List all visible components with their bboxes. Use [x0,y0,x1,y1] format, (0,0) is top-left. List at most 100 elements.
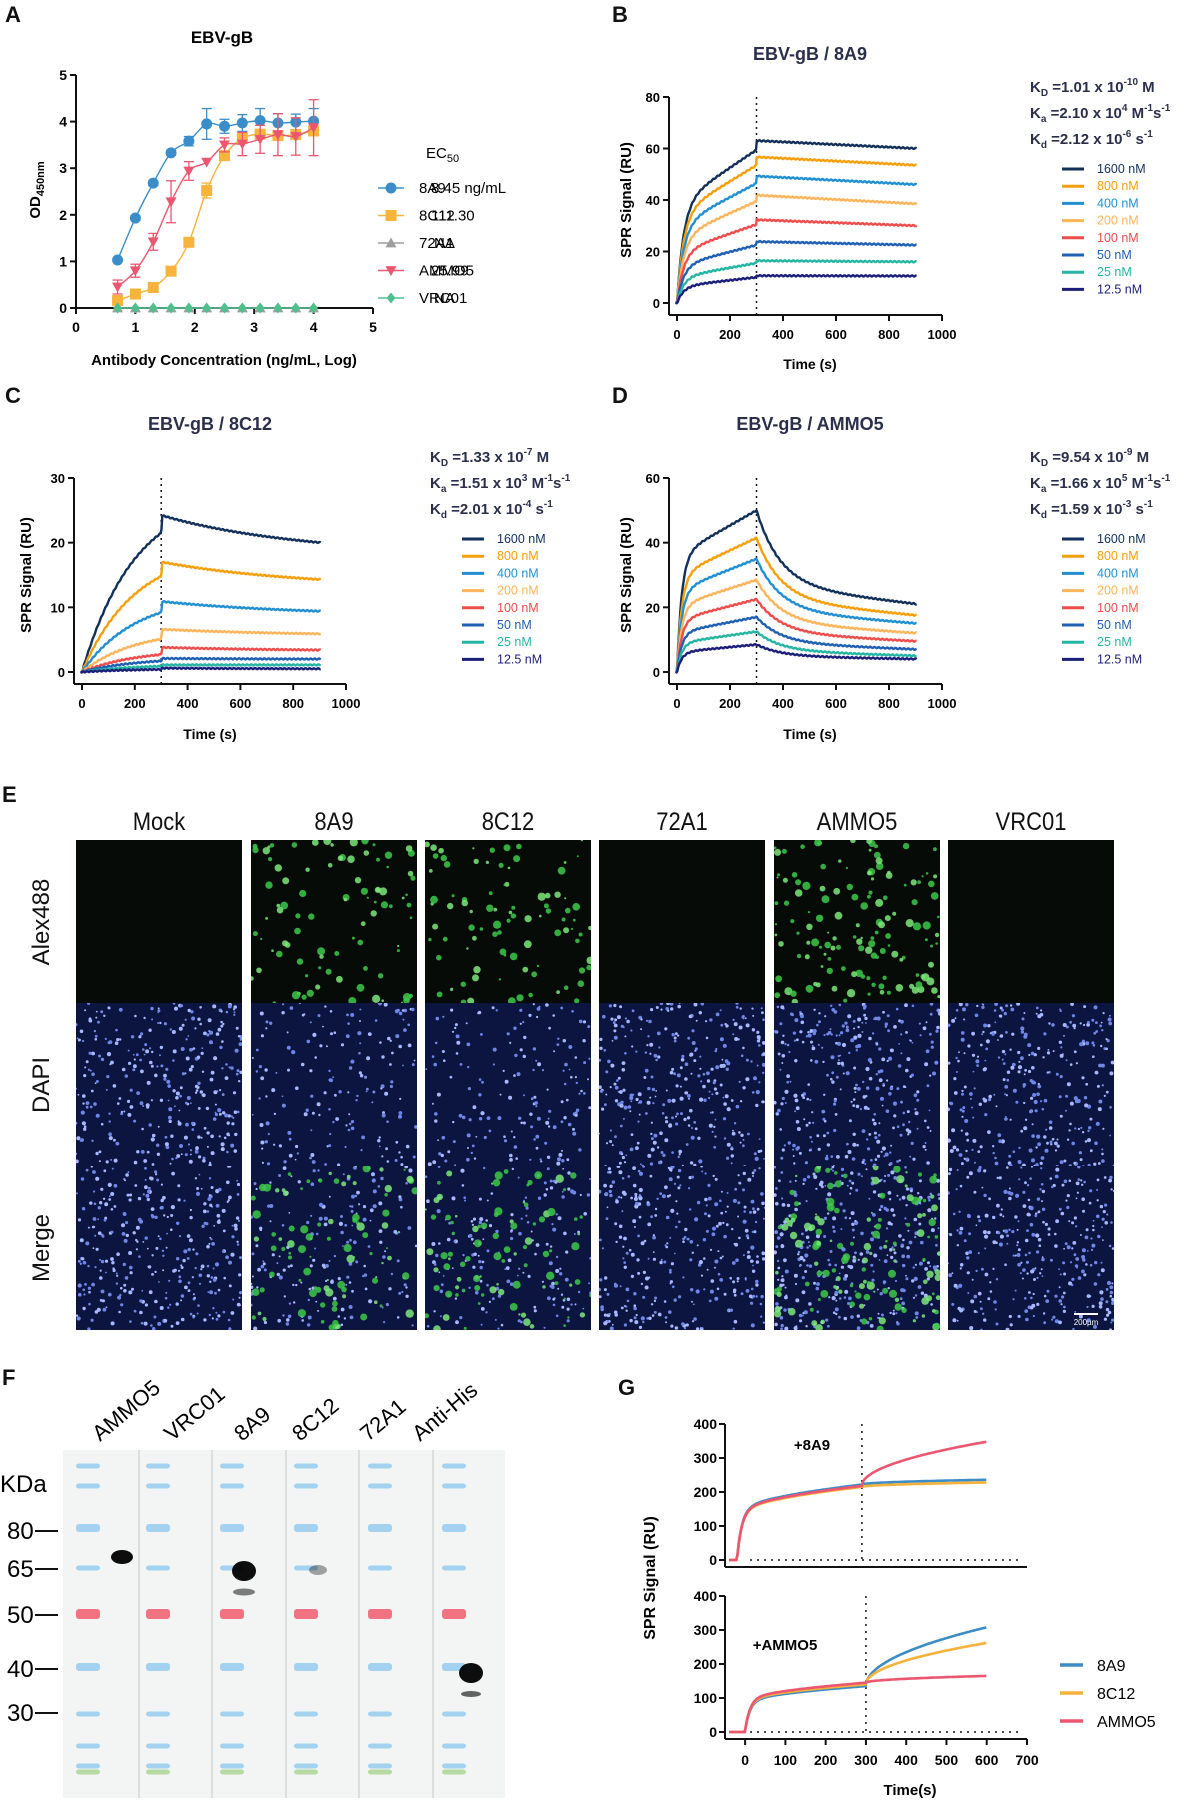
nucleus [1037,1142,1041,1147]
nucleus [85,1105,89,1109]
nucleus [94,1234,97,1237]
nucleus [324,1005,327,1008]
nucleus [857,1033,862,1038]
nucleus [870,1158,873,1162]
infected-cell [883,895,888,900]
nucleus [479,1265,483,1270]
nucleus [780,1171,784,1174]
nucleus [689,1161,694,1165]
nucleus [347,1128,351,1132]
infected-cell [570,927,573,930]
infected-cell [896,1175,905,1184]
infected-cell [860,902,868,910]
nucleus [667,1098,672,1103]
nucleus [817,1043,820,1046]
nucleus [467,1147,469,1149]
ladder-band-65kda [368,1609,392,1619]
nucleus [175,1091,180,1096]
nucleus [364,1287,368,1291]
nucleus [693,1003,698,1007]
nucleus [1083,1096,1088,1100]
infected-cell [832,936,837,941]
nucleus [911,1279,915,1283]
ladder-band [368,1463,392,1469]
nucleus [113,1205,117,1208]
infected-cell [800,844,805,849]
nucleus [288,1137,292,1141]
nucleus [1068,1179,1072,1183]
ladder-band-65kda [76,1609,100,1619]
infected-cell [906,1194,914,1202]
nucleus [92,1217,97,1221]
nucleus [567,1171,571,1175]
nucleus [1069,1063,1073,1066]
nucleus [710,1067,714,1071]
infected-cell [827,957,832,961]
nucleus [226,1180,230,1185]
infected-cell [406,1175,414,1183]
nucleus [952,1145,957,1150]
nucleus [215,1317,219,1321]
nucleus [924,1148,927,1151]
infected-cell [781,1223,789,1231]
nucleus [1032,1314,1035,1318]
nucleus [437,1139,439,1142]
infected-cell [494,1207,503,1216]
nucleus [1106,1313,1110,1317]
nucleus [673,1182,677,1185]
infected-cell [911,899,918,906]
infected-cell [924,938,928,942]
nucleus [405,1286,408,1289]
sensorgram-12-5-nM [675,642,918,674]
nucleus [800,1020,805,1025]
nucleus [977,1252,980,1255]
nucleus [185,1056,190,1061]
nucleus [77,1283,82,1288]
column-label-72a1: 72A1 [656,808,708,836]
nucleus [882,1082,885,1086]
micrograph-mock-dapi [76,1003,242,1167]
nucleus [928,1109,931,1112]
nucleus [851,1222,855,1226]
nucleus [984,1272,989,1277]
nucleus [384,1091,389,1096]
infected-cell [834,1207,840,1214]
nucleus [774,1230,779,1235]
nucleus [801,1314,804,1317]
nucleus [742,1138,745,1141]
nucleus [775,1187,778,1190]
infected-cell [820,965,824,968]
nucleus [155,1173,158,1176]
infected-cell [287,1172,292,1176]
nucleus [906,1246,910,1250]
infected-cell [564,897,567,900]
nucleus [1092,1055,1095,1058]
sensorgram-800-nM [675,536,917,673]
nucleus [94,1310,99,1314]
nucleus [1091,1018,1095,1022]
nucleus [989,1032,992,1035]
nucleus [630,1252,635,1257]
legend-label: 800 nM [1097,549,1139,563]
nucleus [1082,1209,1085,1213]
x-tick-label: 400 [772,696,794,711]
nucleus [151,1163,155,1166]
infected-cell [577,980,585,987]
nucleus [1083,1005,1087,1009]
nucleus [101,1299,105,1303]
nucleus [570,1075,573,1079]
infected-cell [443,1263,451,1270]
nucleus [296,1152,300,1155]
nucleus [163,1318,168,1323]
nucleus [257,1267,261,1272]
nucleus [911,1041,914,1044]
nucleus [220,1147,225,1152]
infected-cell [554,929,562,937]
nucleus [966,1138,970,1142]
nucleus [358,1203,361,1206]
nucleus [256,1286,259,1289]
nucleus [305,1108,309,1112]
infected-cell [411,1187,417,1195]
nucleus [747,1132,750,1136]
